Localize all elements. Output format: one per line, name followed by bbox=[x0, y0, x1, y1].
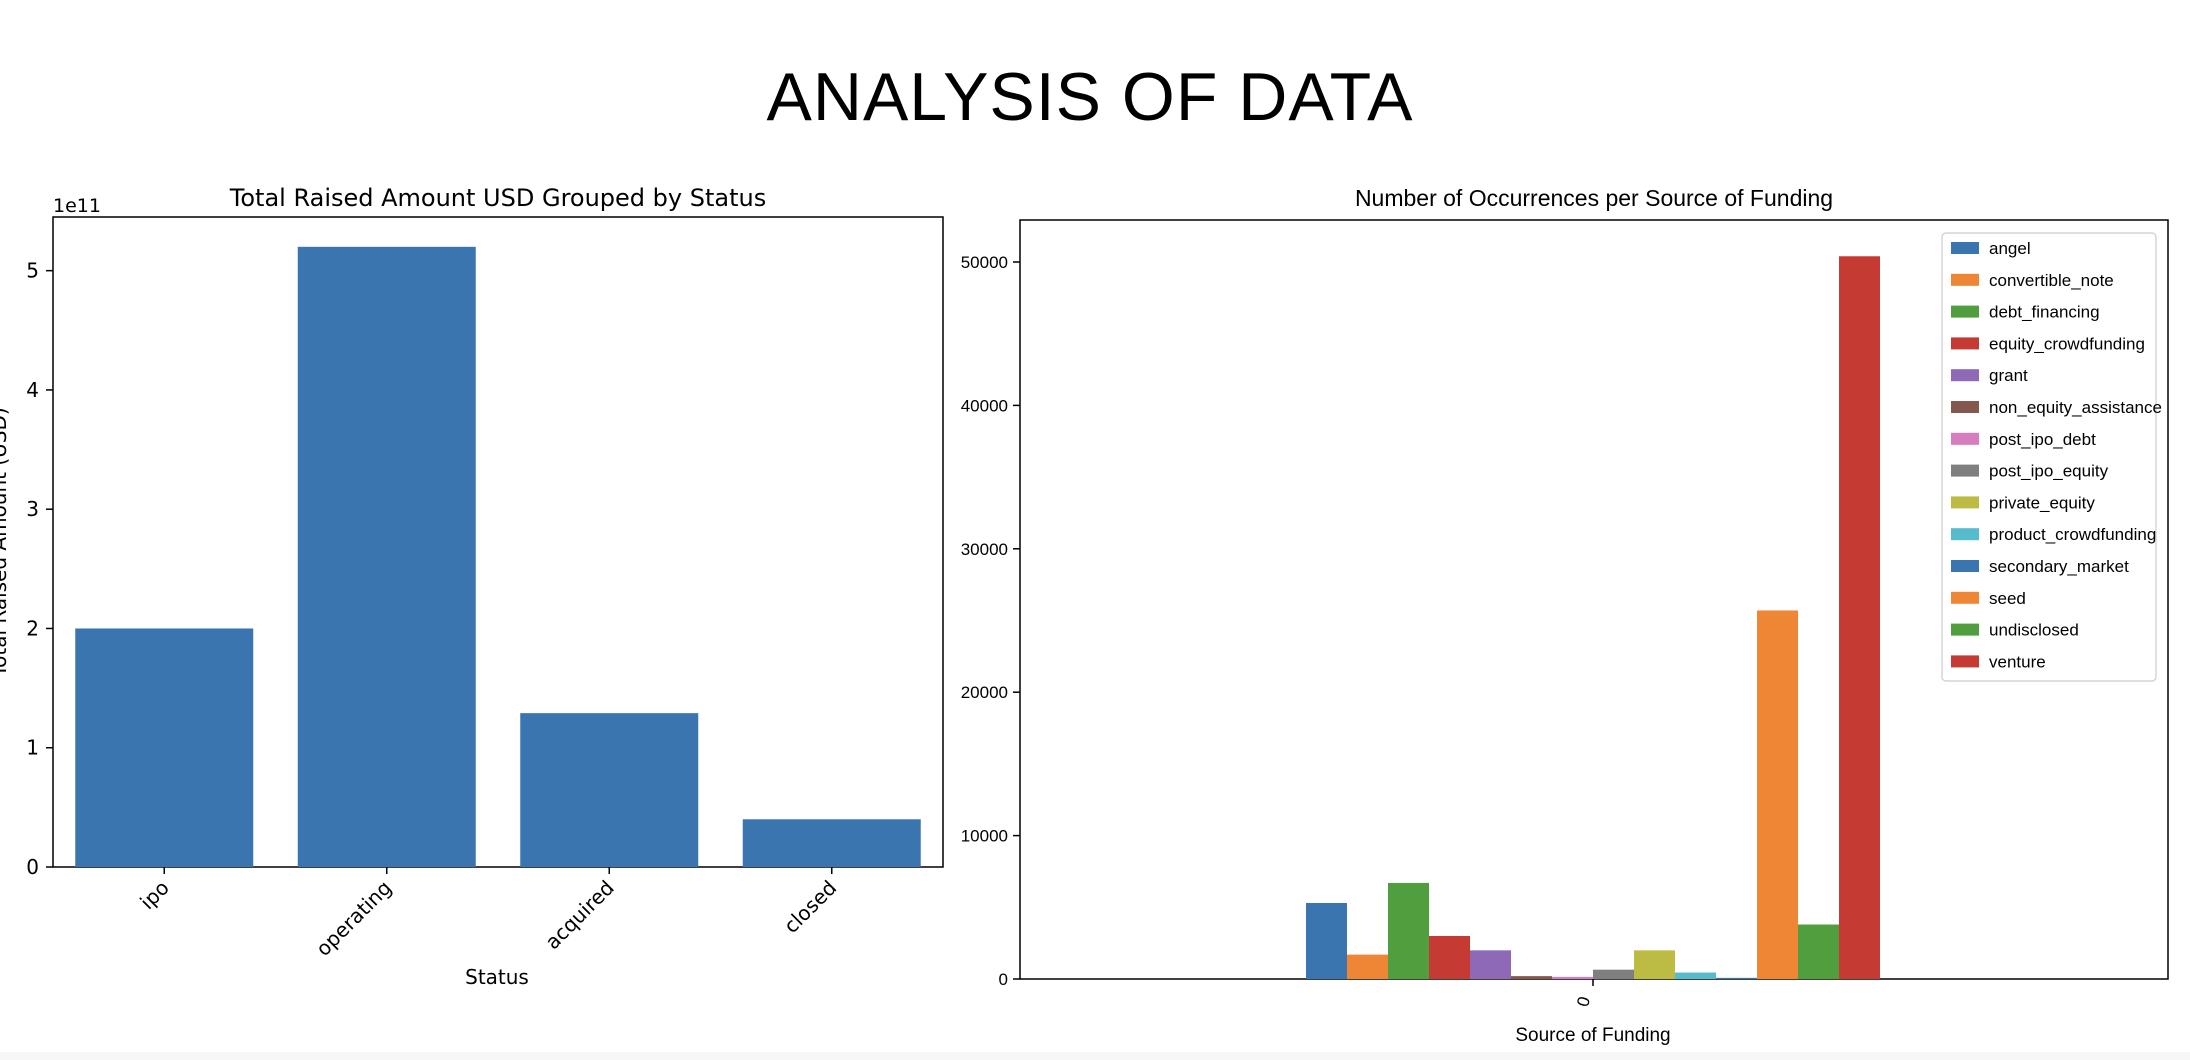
bar-undisclosed bbox=[1798, 924, 1839, 979]
bar-acquired bbox=[520, 713, 699, 867]
legend-swatch bbox=[1951, 496, 1979, 509]
y-tick-label: 4 bbox=[26, 378, 39, 402]
x-axis-label: Status bbox=[465, 965, 529, 989]
bar-product-crowdfunding bbox=[1675, 972, 1716, 979]
status-bar-chart: Total Raised Amount USD Grouped by Statu… bbox=[0, 184, 944, 989]
legend-swatch bbox=[1951, 528, 1979, 541]
y-tick-label: 2 bbox=[26, 616, 39, 640]
legend-label: convertible_note bbox=[1989, 271, 2114, 290]
legend-swatch bbox=[1951, 305, 1979, 318]
legend-label: debt_financing bbox=[1989, 303, 2100, 322]
y-axis-label: Total Raised Amount (USD) bbox=[0, 407, 11, 677]
bar-venture bbox=[1839, 256, 1880, 979]
legend-label: private_equity bbox=[1989, 493, 2095, 512]
bar-closed bbox=[742, 819, 921, 867]
legend-swatch bbox=[1951, 273, 1979, 286]
legend-label: post_ipo_equity bbox=[1989, 462, 2109, 481]
bar-non-equity-assistance bbox=[1511, 976, 1552, 979]
y-tick-label: 30000 bbox=[961, 540, 1008, 559]
bar-equity-crowdfunding bbox=[1429, 935, 1470, 979]
legend-swatch bbox=[1951, 623, 1979, 636]
bar-angel bbox=[1306, 902, 1347, 979]
legend-swatch bbox=[1951, 591, 1979, 604]
legend-swatch bbox=[1951, 655, 1979, 668]
bar-operating bbox=[297, 246, 476, 867]
y-tick-label: 1 bbox=[26, 736, 39, 760]
slide-title: ANALYSIS OF DATA bbox=[766, 59, 1414, 135]
legend-frame bbox=[1941, 232, 2157, 682]
legend-swatch bbox=[1951, 432, 1979, 445]
y-tick-label: 3 bbox=[26, 497, 39, 521]
legend-label: grant bbox=[1989, 366, 2028, 385]
bar-private-equity bbox=[1634, 950, 1675, 979]
legend-swatch bbox=[1951, 337, 1979, 350]
legend-label: post_ipo_debt bbox=[1989, 430, 2096, 449]
legend-swatch bbox=[1951, 464, 1979, 477]
bar-grant bbox=[1470, 950, 1511, 979]
legend-swatch bbox=[1951, 242, 1979, 254]
legend-label: seed bbox=[1989, 589, 2026, 608]
legend-swatch bbox=[1951, 560, 1979, 572]
y-tick-label: 0 bbox=[999, 970, 1008, 989]
legend-label: undisclosed bbox=[1989, 621, 2079, 640]
legend-label: venture bbox=[1989, 652, 2046, 671]
x-tick-label: 0 bbox=[1573, 995, 1594, 1009]
y-tick-label: 40000 bbox=[961, 396, 1008, 415]
bar-post-ipo-equity bbox=[1593, 969, 1634, 979]
legend: angel convertible_note debt_financingequit… bbox=[1941, 232, 2162, 682]
legend-label: product_crowdfunding bbox=[1989, 525, 2156, 544]
y-tick-label: 5 bbox=[26, 259, 39, 283]
legend-label: non_equity_assistance bbox=[1989, 398, 2162, 417]
bar-seed bbox=[1757, 610, 1798, 979]
bottom-band bbox=[0, 1052, 2190, 1060]
y-tick-label: 0 bbox=[26, 855, 39, 879]
legend-swatch bbox=[1951, 401, 1979, 413]
y-tick-label: 50000 bbox=[961, 253, 1008, 272]
plot-frame bbox=[52, 216, 944, 868]
offset-text: 1e11 bbox=[53, 195, 101, 217]
bar-debt-financing bbox=[1388, 882, 1429, 979]
legend-label: secondary_market bbox=[1989, 557, 2129, 576]
chart-title: Number of Occurrences per Source of Fund… bbox=[1355, 185, 1833, 211]
y-tick-label: 20000 bbox=[961, 683, 1008, 702]
legend-label: equity_crowdfunding bbox=[1989, 334, 2145, 353]
legend-swatch bbox=[1951, 369, 1979, 382]
x-axis-label: Source of Funding bbox=[1515, 1025, 1670, 1046]
bar-convertible-note bbox=[1347, 954, 1388, 979]
y-tick-label: 10000 bbox=[961, 827, 1008, 846]
chart-title: Total Raised Amount USD Grouped by Statu… bbox=[229, 184, 766, 212]
bar-ipo bbox=[75, 628, 254, 867]
bar-secondary-market bbox=[1716, 977, 1757, 979]
legend-label: angel bbox=[1989, 239, 2031, 258]
bar-post-ipo-debt bbox=[1552, 976, 1593, 979]
